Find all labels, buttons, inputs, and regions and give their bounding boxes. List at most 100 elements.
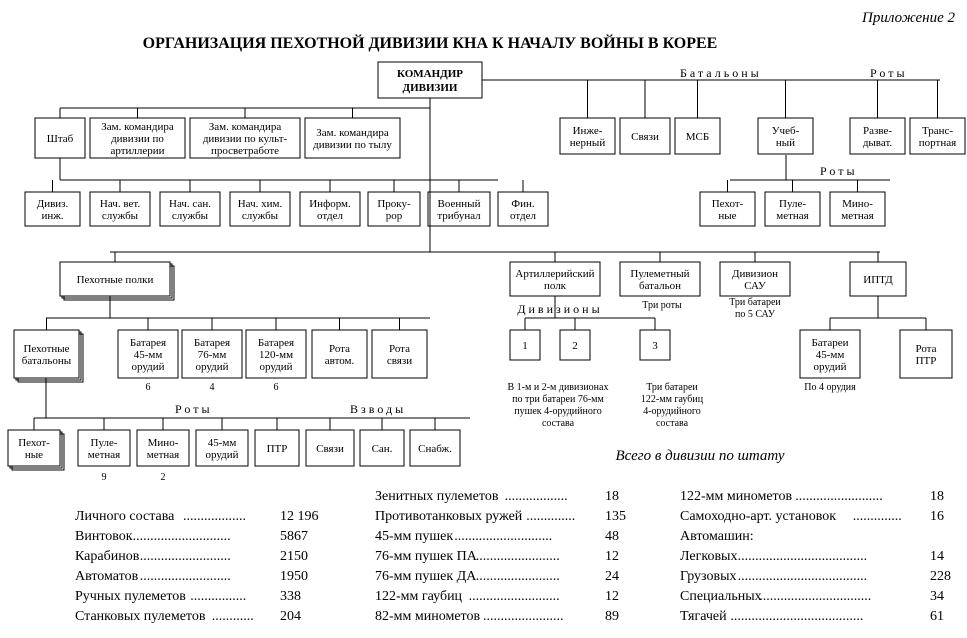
node-voentrib: Военныйтрибунал <box>428 192 490 226</box>
node-nach_him: Нач. хим.службы <box>230 192 290 226</box>
node-ptr: ПТР <box>255 430 299 466</box>
stat-value: 12 196 <box>280 509 319 524</box>
svg-text:Три батареи: Три батареи <box>729 297 781 308</box>
svg-text:2: 2 <box>572 340 578 352</box>
svg-text:службы: службы <box>102 210 139 222</box>
stat-value: 5867 <box>280 529 308 544</box>
svg-text:отдел: отдел <box>510 210 536 222</box>
label-r5-vzvody: Взводы <box>350 402 406 416</box>
svg-text:состава: состава <box>542 418 575 429</box>
svg-text:автом.: автом. <box>325 355 355 367</box>
node-minom: Мино-метная <box>830 192 885 226</box>
svg-text:............: ............ <box>212 609 254 624</box>
stat-value: 48 <box>605 529 619 544</box>
svg-text:Штаб: Штаб <box>47 133 74 145</box>
stat-label: Винтовок <box>75 529 133 544</box>
stat-label: Противотанковых ружей <box>375 509 523 524</box>
node-inform: Информ.отдел <box>300 192 360 226</box>
svg-text:2: 2 <box>161 472 166 483</box>
svg-text:артиллерии: артиллерии <box>110 145 164 157</box>
node-iptd: ИПТД <box>850 262 906 296</box>
node-pehot: Пехот-ные <box>700 192 755 226</box>
svg-text:Информ.: Информ. <box>309 198 351 210</box>
svg-text:Связи: Связи <box>316 443 344 455</box>
svg-text:Зам. командира: Зам. командира <box>209 121 282 133</box>
svg-text:............................: ............................ <box>133 529 231 544</box>
stat-value: 12 <box>605 549 619 564</box>
svg-text:метная: метная <box>841 210 873 222</box>
stats-col2: Зенитных пулеметов..................18Пр… <box>375 489 626 624</box>
stat-value: 2150 <box>280 549 308 564</box>
stat-label: Станковых пулеметов <box>75 609 206 624</box>
stat-value: 204 <box>280 609 301 624</box>
node-inzh: Инже-нерный <box>560 118 615 154</box>
node-peh_polki: Пехотные полки <box>60 262 174 300</box>
svg-text:..............................: ..................................... <box>738 549 868 564</box>
node-zam_art: Зам. командирадивизии поартиллерии <box>90 118 185 158</box>
svg-text:ПТР: ПТР <box>916 355 937 367</box>
svg-text:............................: ............................ <box>454 529 552 544</box>
svg-text:Пехотные: Пехотные <box>23 343 69 355</box>
node-d1: 1 <box>510 330 540 360</box>
svg-text:батальоны: батальоны <box>22 355 72 367</box>
svg-text:45-мм: 45-мм <box>208 437 237 449</box>
svg-text:дивизии по культ-: дивизии по культ- <box>203 133 288 145</box>
svg-text:орудий: орудий <box>813 361 846 373</box>
svg-text:Связи: Связи <box>631 131 659 143</box>
svg-text:Сан.: Сан. <box>372 443 393 455</box>
stat-label: Самоходно-арт. установок <box>680 509 836 524</box>
svg-text:отдел: отдел <box>317 210 343 222</box>
stat-label: Автоматов <box>75 569 139 584</box>
stat-label: Ручных пулеметов <box>75 589 186 604</box>
node-art_polk: Артиллерийскийполк <box>510 262 600 296</box>
svg-text:..............................: ................................ <box>759 589 871 604</box>
svg-text:службы: службы <box>242 210 279 222</box>
svg-text:Проку-: Проку- <box>377 198 411 210</box>
node-fin: Фин.отдел <box>498 192 548 226</box>
svg-text:45-мм: 45-мм <box>816 349 845 361</box>
svg-text:1: 1 <box>522 340 528 352</box>
svg-text:Фин.: Фин. <box>511 198 534 210</box>
svg-text:122-мм гаубиц: 122-мм гаубиц <box>641 394 704 405</box>
stat-label: 122-мм гаубиц <box>375 589 463 604</box>
node-pulem: Пуле-метная <box>765 192 820 226</box>
svg-text:3: 3 <box>652 340 658 352</box>
svg-text:........................: ........................ <box>476 569 560 584</box>
node-san: Сан. <box>360 430 404 466</box>
svg-text:Рота: Рота <box>389 343 410 355</box>
svg-text:просветработе: просветработе <box>211 145 279 157</box>
node-pul_bat: Пулеметныйбатальон <box>620 262 700 296</box>
svg-text:Пехот-: Пехот- <box>18 437 50 449</box>
label-companies: Роты <box>870 66 908 80</box>
svg-text:орудий: орудий <box>131 361 164 373</box>
svg-text:Батареи: Батареи <box>811 337 848 349</box>
svg-text:..................: .................. <box>183 509 246 524</box>
svg-text:пушек 4-орудийного: пушек 4-орудийного <box>514 406 601 417</box>
svg-text:Пуле-: Пуле- <box>91 437 118 449</box>
chart-title: ОРГАНИЗАЦИЯ ПЕХОТНОЙ ДИВИЗИИ КНА К НАЧАЛ… <box>143 33 718 52</box>
stat-value: 1950 <box>280 569 308 584</box>
note-d3: Три батареи 122-мм гаубиц 4-орудийного с… <box>641 382 704 429</box>
stat-label: 122-мм миномeтов <box>680 489 792 504</box>
node-peh_bat: Пехотныебатальоны <box>14 330 83 382</box>
org-chart: Приложение 2 ОРГАНИЗАЦИЯ ПЕХОТНОЙ ДИВИЗИ… <box>0 0 967 638</box>
svg-text:полк: полк <box>544 280 567 292</box>
node-bat76: Батарея76-мморудий <box>182 330 242 378</box>
stat-label: 82-мм минометов <box>375 609 480 624</box>
node-shtab: Штаб <box>35 118 85 158</box>
svg-text:.......................: ....................... <box>483 609 564 624</box>
stat-label: 76-мм пушек ДА <box>375 569 477 584</box>
svg-text:дивизии по: дивизии по <box>111 133 164 145</box>
svg-text:орудий: орудий <box>259 361 292 373</box>
svg-text:..........................: .......................... <box>469 589 560 604</box>
svg-text:4-орудийного: 4-орудийного <box>643 406 701 417</box>
node-d2: 2 <box>560 330 590 360</box>
stat-value: 18 <box>605 489 619 504</box>
svg-text:Пулеметный: Пулеметный <box>630 268 689 280</box>
stat-value: 228 <box>930 569 951 584</box>
svg-text:9: 9 <box>102 472 107 483</box>
stats-heading: Всего в дивизии по штату <box>615 448 784 464</box>
node-rota_avt: Ротаавтом. <box>312 330 367 378</box>
svg-text:по 5 САУ: по 5 САУ <box>735 309 776 320</box>
svg-text:76-мм: 76-мм <box>198 349 227 361</box>
